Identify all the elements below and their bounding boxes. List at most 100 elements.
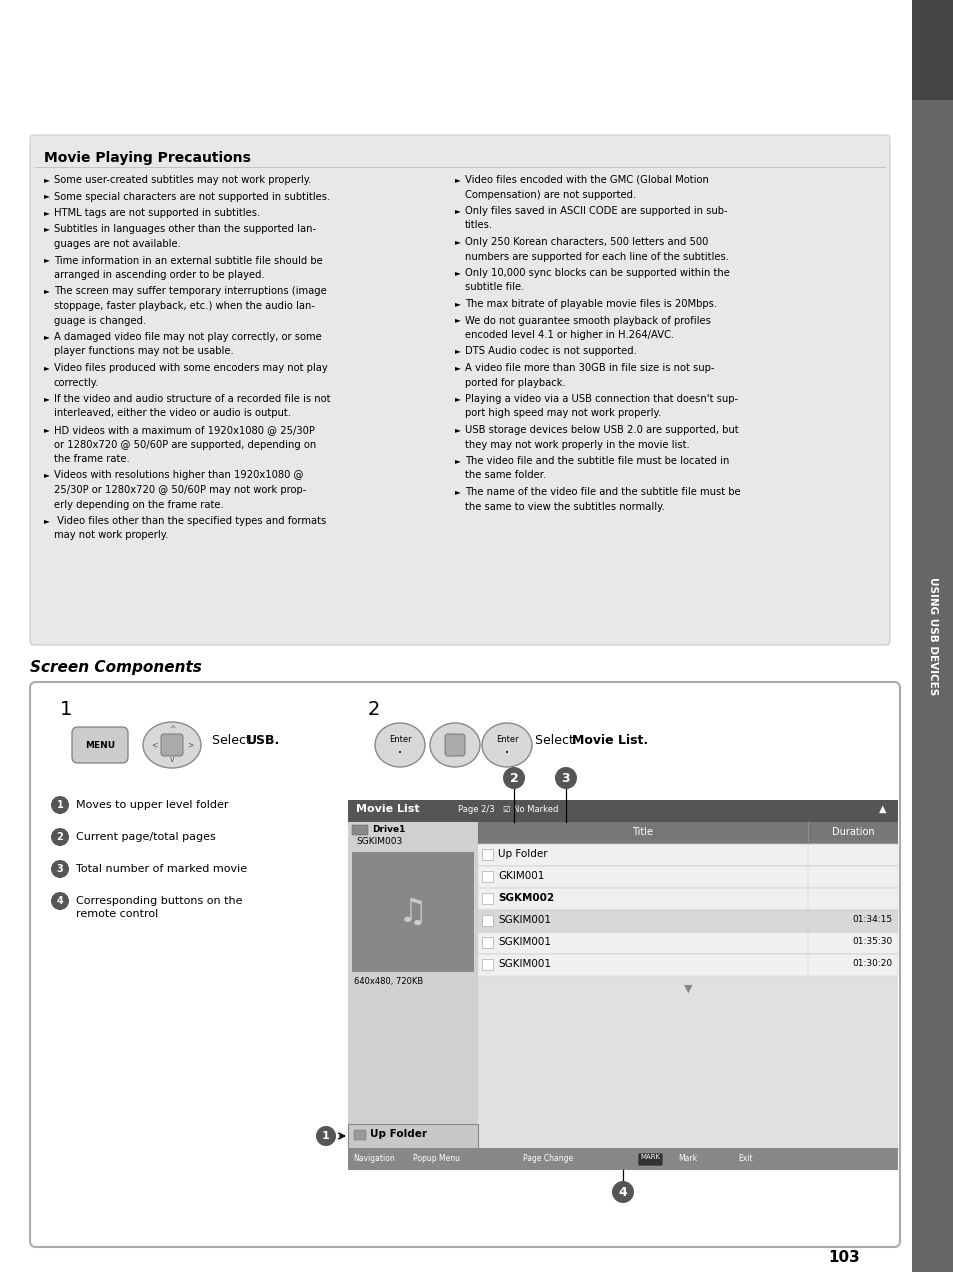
- Text: ►: ►: [44, 286, 50, 295]
- Text: USB storage devices below USB 2.0 are supported, but: USB storage devices below USB 2.0 are su…: [464, 425, 738, 435]
- Circle shape: [315, 1126, 335, 1146]
- Text: >: >: [187, 740, 193, 749]
- Text: ▲: ▲: [879, 804, 886, 814]
- Text: numbers are supported for each line of the subtitles.: numbers are supported for each line of t…: [464, 252, 728, 262]
- Text: Video files produced with some encoders may not play: Video files produced with some encoders …: [54, 363, 328, 373]
- Text: Up Folder: Up Folder: [370, 1130, 427, 1138]
- Text: ►: ►: [455, 299, 460, 308]
- Bar: [481, 871, 493, 881]
- Text: ►: ►: [455, 176, 460, 184]
- Text: SGKIM001: SGKIM001: [497, 915, 551, 925]
- Text: or 1280x720 @ 50/60P are supported, depending on: or 1280x720 @ 50/60P are supported, depe…: [54, 440, 315, 449]
- Text: Page 2/3: Page 2/3: [457, 805, 494, 814]
- Text: ►: ►: [44, 209, 50, 218]
- Bar: [352, 852, 474, 972]
- Text: HD videos with a maximum of 1920x1080 @ 25/30P: HD videos with a maximum of 1920x1080 @ …: [54, 425, 314, 435]
- Text: •: •: [504, 750, 509, 756]
- Text: ►: ►: [44, 471, 50, 480]
- Text: MARK: MARK: [639, 1154, 659, 1160]
- Circle shape: [51, 796, 69, 814]
- Text: port high speed may not work properly.: port high speed may not work properly.: [464, 408, 660, 418]
- Circle shape: [51, 828, 69, 846]
- Text: ♫: ♫: [397, 895, 428, 929]
- Bar: [911, 0, 953, 1272]
- Text: Popup Menu: Popup Menu: [413, 1154, 459, 1163]
- Text: ►: ►: [455, 455, 460, 466]
- FancyBboxPatch shape: [71, 728, 128, 763]
- Text: The screen may suffer temporary interruptions (image: The screen may suffer temporary interrup…: [54, 286, 327, 296]
- Text: Movie List: Movie List: [355, 804, 419, 814]
- Text: 2: 2: [368, 700, 380, 719]
- Text: Compensation) are not supported.: Compensation) are not supported.: [464, 190, 636, 200]
- Text: Select: Select: [212, 734, 254, 747]
- Text: Current page/total pages: Current page/total pages: [76, 832, 215, 842]
- Ellipse shape: [481, 722, 532, 767]
- Text: ►: ►: [44, 516, 50, 525]
- Text: Video files encoded with the GMC (Global Motion: Video files encoded with the GMC (Global…: [464, 176, 708, 184]
- Bar: [481, 893, 493, 904]
- Text: v: v: [170, 754, 174, 763]
- Text: 01:30:20: 01:30:20: [852, 959, 892, 968]
- Text: ☑ No Marked: ☑ No Marked: [502, 805, 558, 814]
- Text: Total number of marked movie: Total number of marked movie: [76, 864, 247, 874]
- Text: remote control: remote control: [76, 909, 158, 918]
- Bar: [911, 0, 953, 100]
- Text: ►: ►: [455, 315, 460, 324]
- Bar: [481, 959, 493, 971]
- Circle shape: [51, 860, 69, 878]
- Ellipse shape: [375, 722, 424, 767]
- Text: 01:35:30: 01:35:30: [852, 937, 892, 946]
- Text: ►: ►: [44, 256, 50, 265]
- Text: ►: ►: [44, 176, 50, 184]
- Text: Select: Select: [535, 734, 578, 747]
- Text: the frame rate.: the frame rate.: [54, 454, 130, 464]
- Text: arranged in ascending order to be played.: arranged in ascending order to be played…: [54, 270, 265, 280]
- Text: ►: ►: [455, 394, 460, 403]
- Text: The max bitrate of playable movie files is 20Mbps.: The max bitrate of playable movie files …: [464, 299, 717, 309]
- Text: 2: 2: [509, 772, 517, 785]
- Text: 2: 2: [56, 832, 63, 842]
- FancyBboxPatch shape: [352, 826, 368, 834]
- Text: The name of the video file and the subtitle file must be: The name of the video file and the subti…: [464, 487, 740, 497]
- Text: erly depending on the frame rate.: erly depending on the frame rate.: [54, 500, 224, 510]
- Text: guage is changed.: guage is changed.: [54, 315, 146, 326]
- Bar: [477, 954, 897, 976]
- Text: Videos with resolutions higher than 1920x1080 @: Videos with resolutions higher than 1920…: [54, 471, 303, 481]
- Text: Only 250 Korean characters, 500 letters and 500: Only 250 Korean characters, 500 letters …: [464, 237, 708, 247]
- Bar: [477, 888, 897, 909]
- Bar: [477, 932, 897, 954]
- Circle shape: [612, 1180, 634, 1203]
- Text: 01:34:15: 01:34:15: [852, 915, 892, 923]
- Text: Enter: Enter: [388, 735, 411, 744]
- Bar: [481, 848, 493, 860]
- Bar: [348, 822, 897, 1170]
- Text: Screen Components: Screen Components: [30, 660, 202, 675]
- Text: ►: ►: [455, 346, 460, 355]
- Text: Navigation: Navigation: [353, 1154, 395, 1163]
- Text: player functions may not be usable.: player functions may not be usable.: [54, 346, 233, 356]
- Text: 1: 1: [60, 700, 72, 719]
- Text: ►: ►: [455, 206, 460, 215]
- Bar: [477, 866, 897, 888]
- Bar: [348, 1149, 897, 1170]
- Text: titles.: titles.: [464, 220, 493, 230]
- Text: 3: 3: [561, 772, 570, 785]
- Bar: [348, 1124, 477, 1149]
- Text: <: <: [151, 740, 157, 749]
- Text: 4: 4: [618, 1186, 627, 1198]
- Text: Only files saved in ASCII CODE are supported in sub-: Only files saved in ASCII CODE are suppo…: [464, 206, 727, 216]
- Circle shape: [555, 767, 577, 789]
- Text: ►: ►: [44, 224, 50, 234]
- Text: Some user-created subtitles may not work properly.: Some user-created subtitles may not work…: [54, 176, 312, 184]
- Text: Title: Title: [632, 827, 653, 837]
- Text: Moves to upper level folder: Moves to upper level folder: [76, 800, 229, 810]
- FancyBboxPatch shape: [444, 734, 464, 756]
- Ellipse shape: [430, 722, 479, 767]
- Text: encoded level 4.1 or higher in H.264/AVC.: encoded level 4.1 or higher in H.264/AVC…: [464, 329, 674, 340]
- Text: A video file more than 30GB in file size is not sup-: A video file more than 30GB in file size…: [464, 363, 714, 373]
- Circle shape: [51, 892, 69, 909]
- Text: USING USB DEVICES: USING USB DEVICES: [927, 577, 937, 695]
- Text: Up Folder: Up Folder: [497, 848, 547, 859]
- Text: If the video and audio structure of a recorded file is not: If the video and audio structure of a re…: [54, 394, 330, 404]
- Text: We do not guarantee smooth playback of profiles: We do not guarantee smooth playback of p…: [464, 315, 710, 326]
